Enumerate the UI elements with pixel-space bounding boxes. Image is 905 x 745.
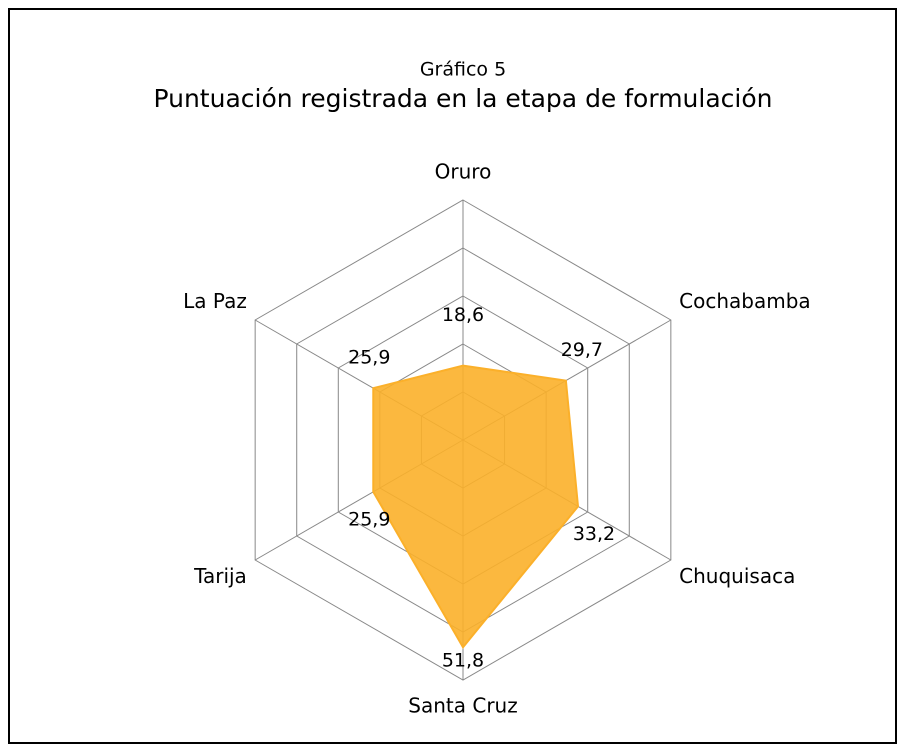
chart-title: Puntuación registrada en la etapa de for… [153, 84, 772, 113]
value-label: 29,7 [561, 339, 603, 361]
value-label: 25,9 [348, 508, 390, 530]
frame [8, 8, 897, 744]
value-label: 25,9 [348, 347, 390, 369]
value-label: 18,6 [442, 304, 484, 326]
value-label: 51,8 [442, 650, 484, 672]
category-label: Santa Cruz [408, 694, 517, 718]
category-label: La Paz [183, 289, 247, 313]
radar-area [372, 364, 580, 649]
category-label: Oruro [435, 160, 492, 184]
category-label: Chuquisaca [679, 564, 795, 588]
category-label: Tarija [193, 564, 247, 588]
value-label: 33,2 [573, 523, 615, 545]
category-label: Cochabamba [679, 289, 811, 313]
chart-subtitle: Gráfico 5 [420, 59, 506, 81]
